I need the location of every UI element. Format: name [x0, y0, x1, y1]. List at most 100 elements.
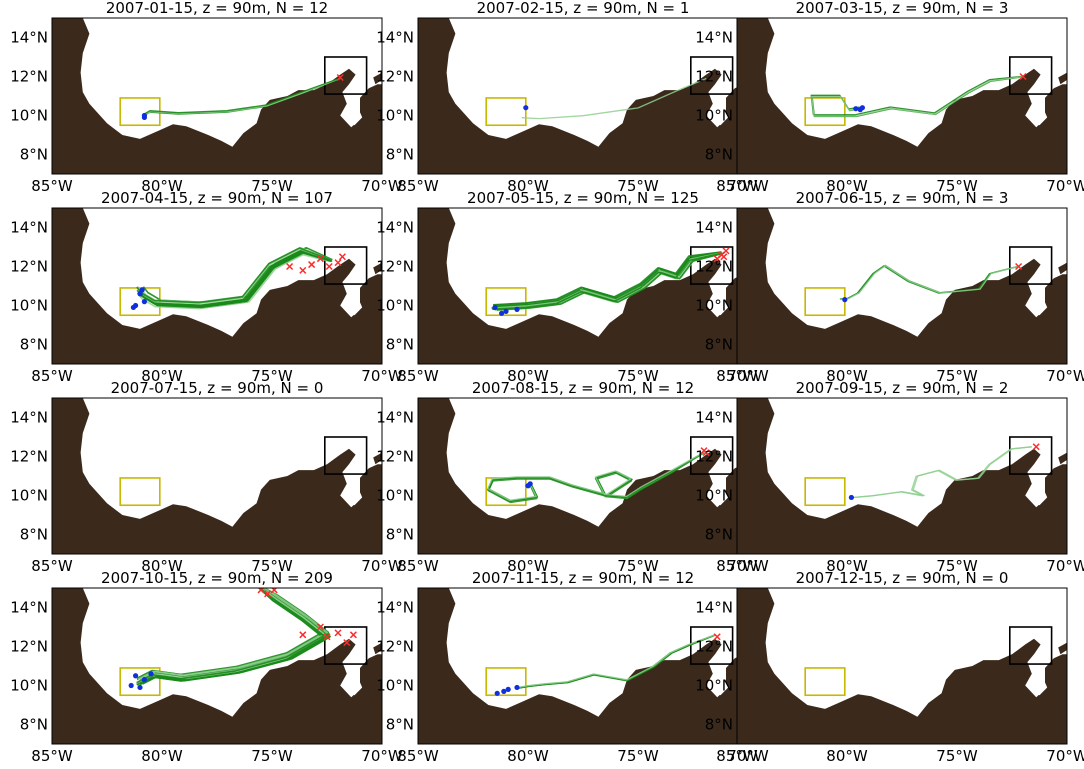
drifter-trajectory [811, 76, 1024, 117]
source-region-box [1008, 626, 1053, 665]
x-tick-label: 85°W [397, 747, 439, 765]
x-tick-label: 70°W [1046, 177, 1084, 195]
y-tick-label: 10°N [376, 297, 414, 315]
y-tick-label: 10°N [376, 677, 414, 695]
y-tick-label: 14°N [376, 599, 414, 617]
lake-maracaibo [344, 484, 363, 506]
target-region-box [804, 97, 846, 127]
paraguana-peninsula [1058, 72, 1067, 85]
coastline-land [737, 208, 1067, 364]
y-tick-label: 8°N [386, 526, 414, 544]
drifter-trajectory [521, 77, 707, 120]
y-tick-label: 12°N [10, 68, 48, 86]
panel-title: 2007-04-15, z = 90m, N = 107 [101, 189, 333, 207]
panel-frame [736, 207, 1068, 365]
drifter-trajectory [142, 77, 341, 116]
x-tick-label: 85°W [716, 367, 758, 385]
map-panel-4: 2007-04-15, z = 90m, N = 107 85°W 80°W 75°W… [10, 189, 403, 385]
coastline-land [418, 588, 748, 744]
coastline-land [418, 18, 748, 174]
x-tick-label: 85°W [397, 367, 439, 385]
source-region-box [689, 436, 734, 475]
arrival-marker [857, 107, 863, 113]
x-tick-label: 70°W [727, 747, 769, 765]
release-marker [702, 449, 710, 457]
x-tick-label: 80°W [826, 177, 868, 195]
arrival-marker [137, 291, 143, 297]
x-tick-label: 75°W [936, 367, 978, 385]
panel-title: 2007-11-15, z = 90m, N = 12 [472, 569, 694, 587]
release-marker [349, 631, 357, 639]
drifter-trajectory [494, 251, 722, 306]
release-marker [334, 259, 342, 267]
release-marker [299, 631, 307, 639]
arrival-marker [514, 684, 520, 691]
y-tick-label: 12°N [695, 258, 733, 276]
drifter-trajectory [143, 77, 341, 117]
y-tick-label: 10°N [10, 487, 48, 505]
y-tick-label: 8°N [386, 336, 414, 354]
y-tick-label: 12°N [695, 448, 733, 466]
lake-maracaibo [344, 294, 363, 316]
panel-frame [736, 17, 1068, 175]
x-tick-label: 70°W [1046, 367, 1084, 385]
drifter-trajectory [136, 247, 331, 304]
x-tick-label: 85°W [397, 557, 439, 575]
y-tick-label: 10°N [376, 487, 414, 505]
y-tick-label: 8°N [386, 716, 414, 734]
y-tick-label: 8°N [20, 146, 48, 164]
y-tick-label: 8°N [20, 336, 48, 354]
y-tick-label: 12°N [695, 68, 733, 86]
target-region-box [485, 97, 527, 127]
x-tick-label: 85°W [716, 177, 758, 195]
map-panel-9: 2007-09-15, z = 90m, N = 2 85°W 80°W 75°W 70… [695, 379, 1084, 575]
paraguana-peninsula [1058, 452, 1067, 465]
lake-maracaibo [1029, 484, 1048, 506]
x-tick-label: 70°W [361, 747, 403, 765]
arrival-marker [141, 677, 147, 683]
panel-title: 2007-10-15, z = 90m, N = 209 [101, 569, 333, 587]
release-marker [338, 253, 346, 261]
x-tick-label: 85°W [31, 367, 73, 385]
paraguana-peninsula [373, 452, 382, 465]
y-tick-label: 8°N [386, 146, 414, 164]
target-region-box [485, 667, 527, 697]
x-tick-label: 75°W [936, 557, 978, 575]
paraguana-peninsula [373, 72, 382, 85]
x-tick-label: 85°W [397, 177, 439, 195]
x-tick-label: 85°W [31, 177, 73, 195]
x-tick-label: 75°W [251, 177, 293, 195]
y-tick-label: 10°N [695, 677, 733, 695]
x-tick-label: 80°W [141, 747, 183, 765]
drifter-trajectory [139, 588, 329, 681]
map-panel-8: 2007-08-15, z = 90m, N = 12 85°W 80°W 75°W 7… [376, 379, 769, 575]
y-tick-label: 14°N [695, 29, 733, 47]
drifter-trajectory [487, 451, 705, 501]
x-tick-label: 85°W [716, 557, 758, 575]
lake-maracaibo [1029, 294, 1048, 316]
release-marker [1015, 262, 1023, 271]
release-marker [257, 588, 265, 594]
drifter-trajectory [493, 252, 722, 310]
release-marker [1032, 443, 1040, 451]
x-tick-label: 70°W [361, 367, 403, 385]
y-tick-label: 14°N [376, 219, 414, 237]
panel-frame [51, 207, 383, 365]
release-marker [323, 633, 331, 641]
source-region-box [323, 246, 368, 285]
release-marker [264, 590, 272, 598]
lake-maracaibo [710, 674, 729, 696]
panel-title: 2007-05-15, z = 90m, N = 125 [467, 189, 699, 207]
panel-frame [51, 397, 383, 555]
y-tick-label: 12°N [695, 638, 733, 656]
lake-maracaibo [710, 104, 729, 126]
x-tick-label: 80°W [826, 557, 868, 575]
y-tick-label: 8°N [705, 716, 733, 734]
x-tick-label: 80°W [141, 177, 183, 195]
y-tick-label: 8°N [705, 336, 733, 354]
map-panel-2: 2007-02-15, z = 90m, N = 1 85°W 80°W 75°W 70… [376, 0, 769, 195]
x-tick-label: 75°W [617, 557, 659, 575]
x-tick-label: 70°W [727, 557, 769, 575]
y-tick-label: 12°N [10, 448, 48, 466]
release-marker [316, 255, 324, 263]
